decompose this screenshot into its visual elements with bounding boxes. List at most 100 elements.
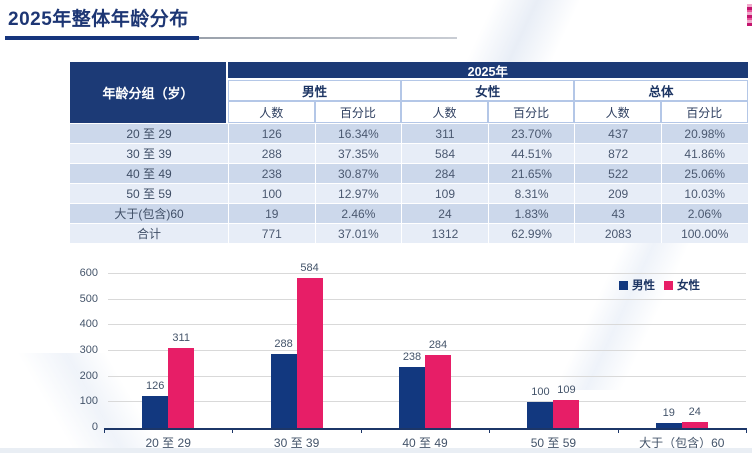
- table-sub-header: 人数: [401, 101, 488, 123]
- y-axis-tick-label: 500: [79, 292, 98, 305]
- legend-swatch-女性: [664, 280, 673, 290]
- bar-value-label: 288: [274, 338, 293, 351]
- age-distribution-table: 年龄分组（岁） 2025年 男性 女性 总体 人数 百分比 人数 百分比 人数 百分比 20 至 …: [70, 62, 748, 243]
- table-group-header: 女性: [401, 80, 575, 101]
- legend-item: 女性: [664, 277, 700, 293]
- table-cell: 8.31%: [487, 183, 575, 203]
- bar-value-label: 109: [557, 384, 576, 397]
- table-cell: 37.35%: [314, 143, 402, 163]
- legend-label: 男性: [632, 280, 655, 292]
- logo-fragment: [747, 4, 752, 26]
- gridline: [108, 324, 746, 326]
- bar-value-label: 238: [402, 350, 422, 363]
- table-group-header: 总体: [574, 80, 748, 101]
- title-underline: [199, 37, 457, 39]
- bar-男性: [142, 395, 169, 428]
- table-year-header: 2025年: [228, 62, 748, 80]
- y-axis-tick-label: 400: [79, 318, 98, 331]
- x-axis-category-label: 40 至 49: [402, 436, 448, 450]
- bar-女性: [296, 278, 323, 428]
- table-cell: 12.97%: [314, 183, 402, 203]
- table-cell: 584: [401, 143, 488, 163]
- table-cell: 2083: [574, 223, 661, 243]
- table-cell: 522: [574, 163, 661, 183]
- gridline: [108, 298, 746, 300]
- table-cell: 19: [228, 203, 315, 223]
- table-cell: 1312: [401, 223, 488, 243]
- table-cell: 209: [574, 183, 661, 203]
- gridline: [108, 273, 746, 274]
- x-axis-tick: [617, 428, 619, 433]
- bar-女性: [553, 400, 580, 428]
- table-cell: 437: [574, 123, 661, 143]
- table-cell: 43: [574, 203, 661, 223]
- table-corner-header: 年龄分组（岁）: [70, 62, 228, 123]
- table-cell: 20.98%: [660, 123, 748, 143]
- x-axis-category-label: 50 至 59: [530, 436, 577, 450]
- table-cell: 109: [401, 183, 488, 203]
- table-cell: 288: [228, 143, 315, 163]
- bar-女性: [168, 348, 195, 428]
- table-cell: 23.70%: [487, 123, 575, 143]
- table-cell: 238: [228, 163, 315, 183]
- table-cell: 24: [401, 203, 488, 223]
- chart-plot-area: 126 311 288 584 238 284 100 109 19 24: [104, 262, 747, 433]
- table-cell: 100.00%: [660, 223, 748, 243]
- y-axis-tick-label: 300: [79, 344, 98, 356]
- x-axis-tick: [746, 428, 747, 433]
- table-cell: 126: [228, 123, 315, 143]
- x-axis-category-label: 20 至 29: [145, 436, 191, 450]
- x-axis-tick: [489, 428, 491, 433]
- legend-label: 女性: [677, 280, 700, 292]
- bar-女性: [425, 355, 451, 428]
- table-cell: 771: [228, 223, 315, 243]
- bar-女性: [681, 421, 708, 428]
- x-axis-tick: [232, 428, 234, 433]
- table-cell: 44.51%: [487, 143, 575, 163]
- table-cell: 2.06%: [660, 203, 748, 223]
- bar-男性: [270, 354, 297, 428]
- table-row-label: 合计: [70, 223, 228, 243]
- x-axis-category-label: 30 至 39: [273, 436, 320, 450]
- x-axis-category-label: 大于（包含）60: [639, 436, 725, 450]
- bar-value-label: 311: [172, 332, 190, 345]
- table-sub-header: 人数: [574, 101, 661, 123]
- table-cell: 62.99%: [487, 223, 575, 243]
- table-cell: 284: [401, 163, 488, 183]
- table-cell: 30.87%: [314, 163, 402, 183]
- table-cell: 10.03%: [660, 183, 748, 203]
- table-row-label: 50 至 59: [70, 183, 228, 203]
- y-axis-tick-label: 0: [91, 421, 98, 433]
- bar-value-label: 100: [531, 386, 550, 399]
- y-axis-tick-label: 600: [79, 267, 98, 279]
- table-row-label: 大于(包含)60: [70, 203, 228, 223]
- bar-value-label: 126: [146, 379, 165, 392]
- table-sub-header: 百分比: [487, 101, 575, 123]
- table-group-header: 男性: [228, 80, 402, 101]
- chart-legend: 男性 女性: [619, 277, 700, 293]
- table-cell: 872: [574, 143, 661, 163]
- table-sub-header: 人数: [228, 101, 315, 123]
- bar-value-label: 584: [300, 262, 319, 275]
- table-sub-header: 百分比: [314, 101, 402, 123]
- table-cell: 1.83%: [487, 203, 575, 223]
- table-cell: 2.46%: [314, 203, 402, 223]
- age-distribution-chart: 126 311 288 584 238 284 100 109 19 24 男性 女性 0 100 20…: [0, 255, 752, 453]
- table-cell: 21.65%: [487, 163, 575, 183]
- legend-item: 男性: [619, 277, 655, 293]
- y-axis-tick-label: 200: [79, 369, 98, 382]
- page-title: 2025年整体年龄分布: [8, 9, 189, 30]
- bar-value-label: 24: [688, 405, 701, 418]
- table-cell: 37.01%: [314, 223, 402, 243]
- title-underline-accent: [5, 36, 199, 40]
- table-cell: 100: [228, 183, 315, 203]
- table-row-label: 20 至 29: [70, 123, 228, 143]
- x-axis-tick: [360, 428, 362, 433]
- table-cell: 25.06%: [660, 163, 748, 183]
- table-row-label: 30 至 39: [70, 143, 228, 163]
- bar-value-label: 284: [428, 339, 448, 352]
- bar-男性: [655, 423, 682, 428]
- x-axis-tick: [104, 428, 105, 433]
- bottom-strip: [0, 448, 752, 453]
